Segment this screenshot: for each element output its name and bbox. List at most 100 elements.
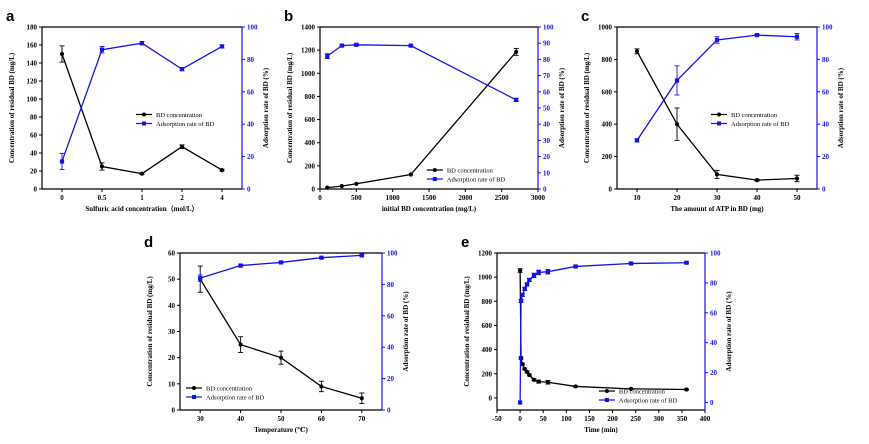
data-point-adsorption <box>634 138 640 143</box>
y-right-axis-label: Adsorption rate of BD (%) <box>558 67 566 148</box>
y-left-tick-label: 1000 <box>598 24 613 32</box>
series-line-adsorption-rate <box>61 42 223 162</box>
data-point-adsorption <box>754 33 760 38</box>
panel-d: d 30 40 50 60 70 0 10 20 30 40 50 60 0 20 40 60 80 100 Temp… <box>144 234 410 434</box>
data-point-adsorption <box>408 43 413 48</box>
x-tick-label: 50 <box>278 415 286 423</box>
y-right-tick-label: 80 <box>387 281 395 289</box>
legend-label: Adsorption rate of BD <box>206 394 265 401</box>
y-right-axis-label: Adsorption rate of BD (%) <box>837 67 845 148</box>
legend-marker <box>192 386 196 390</box>
panel-letter-c: c <box>581 8 589 25</box>
series-line-bd-concentration <box>519 270 687 391</box>
series-line-adsorption-rate <box>200 254 362 279</box>
y-right-tick-label: 70 <box>543 72 551 80</box>
data-point-bd <box>354 181 359 186</box>
x-tick-label: 150 <box>584 415 595 423</box>
y-right-tick-label: 80 <box>247 56 255 64</box>
data-point-bd <box>628 386 634 391</box>
y-left-tick-label: 60 <box>168 250 176 258</box>
legend-label: Adsorption rate of BD <box>156 121 215 128</box>
y-right-tick-label: 60 <box>710 309 718 317</box>
y-left-axis-label: Concentration of residual BD (mg/L) <box>583 52 591 163</box>
data-point-bd <box>339 184 344 189</box>
y-right-tick-label: 20 <box>822 153 830 161</box>
x-tick-label: 100 <box>561 415 572 423</box>
legend-label: BD concentration <box>156 112 203 119</box>
y-right-tick-label: 100 <box>247 24 258 32</box>
y-left-tick-label: 800 <box>482 298 493 306</box>
panel-letter-b: b <box>284 8 293 25</box>
x-tick-label: 1500 <box>422 194 437 202</box>
y-right-tick-label: 10 <box>543 169 551 177</box>
data-point-adsorption <box>59 159 65 164</box>
data-point-bd <box>794 176 800 181</box>
y-left-tick-label: 200 <box>305 162 316 170</box>
x-tick-label: 20 <box>674 194 682 202</box>
legend-label: Adsorption rate of BD <box>619 397 678 404</box>
y-left-axis-label: Concentration of residual BD (mg/L) <box>146 276 154 387</box>
legend-marker <box>142 112 146 117</box>
data-point-bd <box>684 387 689 392</box>
y-right-tick-label: 100 <box>710 250 721 258</box>
x-tick-label: 2 <box>180 194 184 202</box>
data-point-bd <box>524 369 530 375</box>
y-right-tick-label: 20 <box>247 153 255 161</box>
x-tick-label: 1000 <box>386 194 401 202</box>
data-point-adsorption <box>714 37 720 43</box>
data-point-adsorption <box>573 264 578 269</box>
data-point-adsorption <box>520 292 525 297</box>
y-right-tick-label: 100 <box>822 24 833 32</box>
x-tick-label: 70 <box>358 415 366 423</box>
y-right-tick-label: 80 <box>710 279 718 287</box>
data-point-bd <box>714 172 720 177</box>
data-point-bd <box>99 164 105 169</box>
y-right-tick-label: 60 <box>387 312 395 320</box>
x-tick-label: 2500 <box>495 194 510 202</box>
data-point-adsorption <box>319 255 324 260</box>
y-right-tick-label: 0 <box>822 186 826 194</box>
y-left-tick-label: 1000 <box>478 274 493 282</box>
data-point-adsorption <box>794 34 800 39</box>
y-left-tick-label: 20 <box>30 168 38 176</box>
data-point-bd <box>536 379 541 384</box>
y-right-tick-label: 100 <box>387 250 398 258</box>
data-point-adsorption <box>524 282 530 287</box>
data-point-adsorption <box>278 260 284 265</box>
x-tick-label: 10 <box>634 194 642 202</box>
legend-label: BD concentration <box>731 112 778 119</box>
x-tick-label: 400 <box>700 415 711 423</box>
y-right-tick-label: 0 <box>543 186 547 194</box>
data-point-bd <box>522 366 527 372</box>
legend-marker <box>604 398 609 402</box>
data-point-bd <box>545 380 550 385</box>
y-left-tick-label: 600 <box>602 88 613 96</box>
y-left-tick-label: 600 <box>482 322 493 330</box>
y-right-tick-label: 60 <box>543 88 551 96</box>
y-right-tick-label: 30 <box>543 137 551 145</box>
data-point-adsorption <box>238 263 243 268</box>
data-point-bd <box>278 355 284 360</box>
y-right-tick-label: 20 <box>543 153 551 161</box>
y-left-tick-label: 800 <box>602 56 613 64</box>
y-right-tick-label: 20 <box>387 375 395 383</box>
y-right-tick-label: 20 <box>710 369 718 377</box>
x-tick-label: -50 <box>492 415 502 423</box>
y-right-tick-label: 60 <box>247 88 255 96</box>
data-point-bd <box>219 168 225 173</box>
x-tick-label: 40 <box>237 415 245 423</box>
panel-letter-d: d <box>144 234 153 251</box>
data-point-adsorption <box>198 276 203 281</box>
data-point-bd <box>359 396 364 401</box>
y-left-axis-label: Concentration of residual BD (mg/L) <box>8 52 16 163</box>
x-tick-label: 2000 <box>458 194 473 202</box>
panel-c: c 10 20 30 40 50 0 200 400 600 800 1000 0 20 40 60 80 100… <box>581 8 845 213</box>
x-axis-label: Time (min) <box>584 426 618 434</box>
data-point-bd <box>514 49 519 54</box>
x-tick-label: 60 <box>318 415 326 423</box>
y-right-tick-label: 0 <box>710 399 714 407</box>
y-right-tick-label: 40 <box>543 121 551 129</box>
x-tick-label: 0 <box>60 194 64 202</box>
legend-label: Adsorption rate of BD <box>731 121 790 128</box>
data-point-adsorption <box>527 277 532 283</box>
